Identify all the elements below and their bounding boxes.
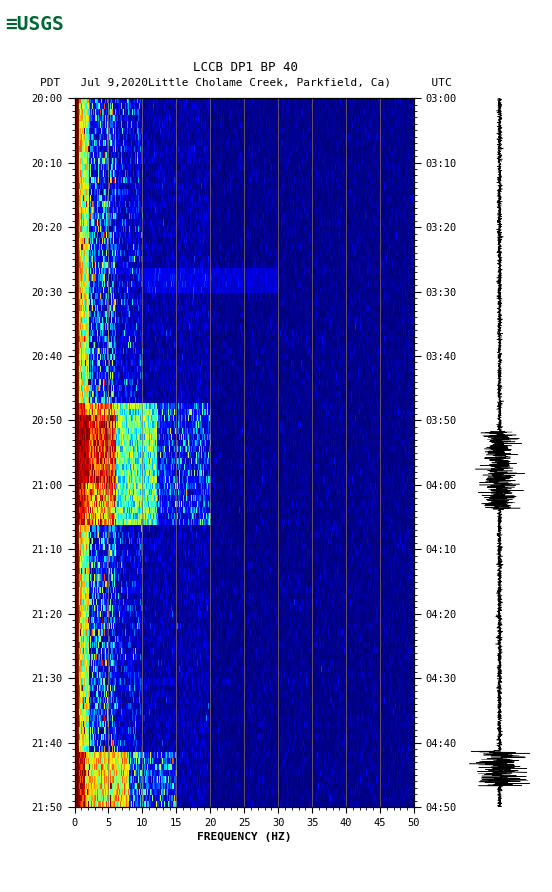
Text: LCCB DP1 BP 40: LCCB DP1 BP 40 (193, 62, 298, 74)
Text: ≡USGS: ≡USGS (6, 15, 64, 35)
X-axis label: FREQUENCY (HZ): FREQUENCY (HZ) (197, 832, 291, 842)
Text: PDT   Jul 9,2020Little Cholame Creek, Parkfield, Ca)      UTC: PDT Jul 9,2020Little Cholame Creek, Park… (40, 78, 452, 88)
